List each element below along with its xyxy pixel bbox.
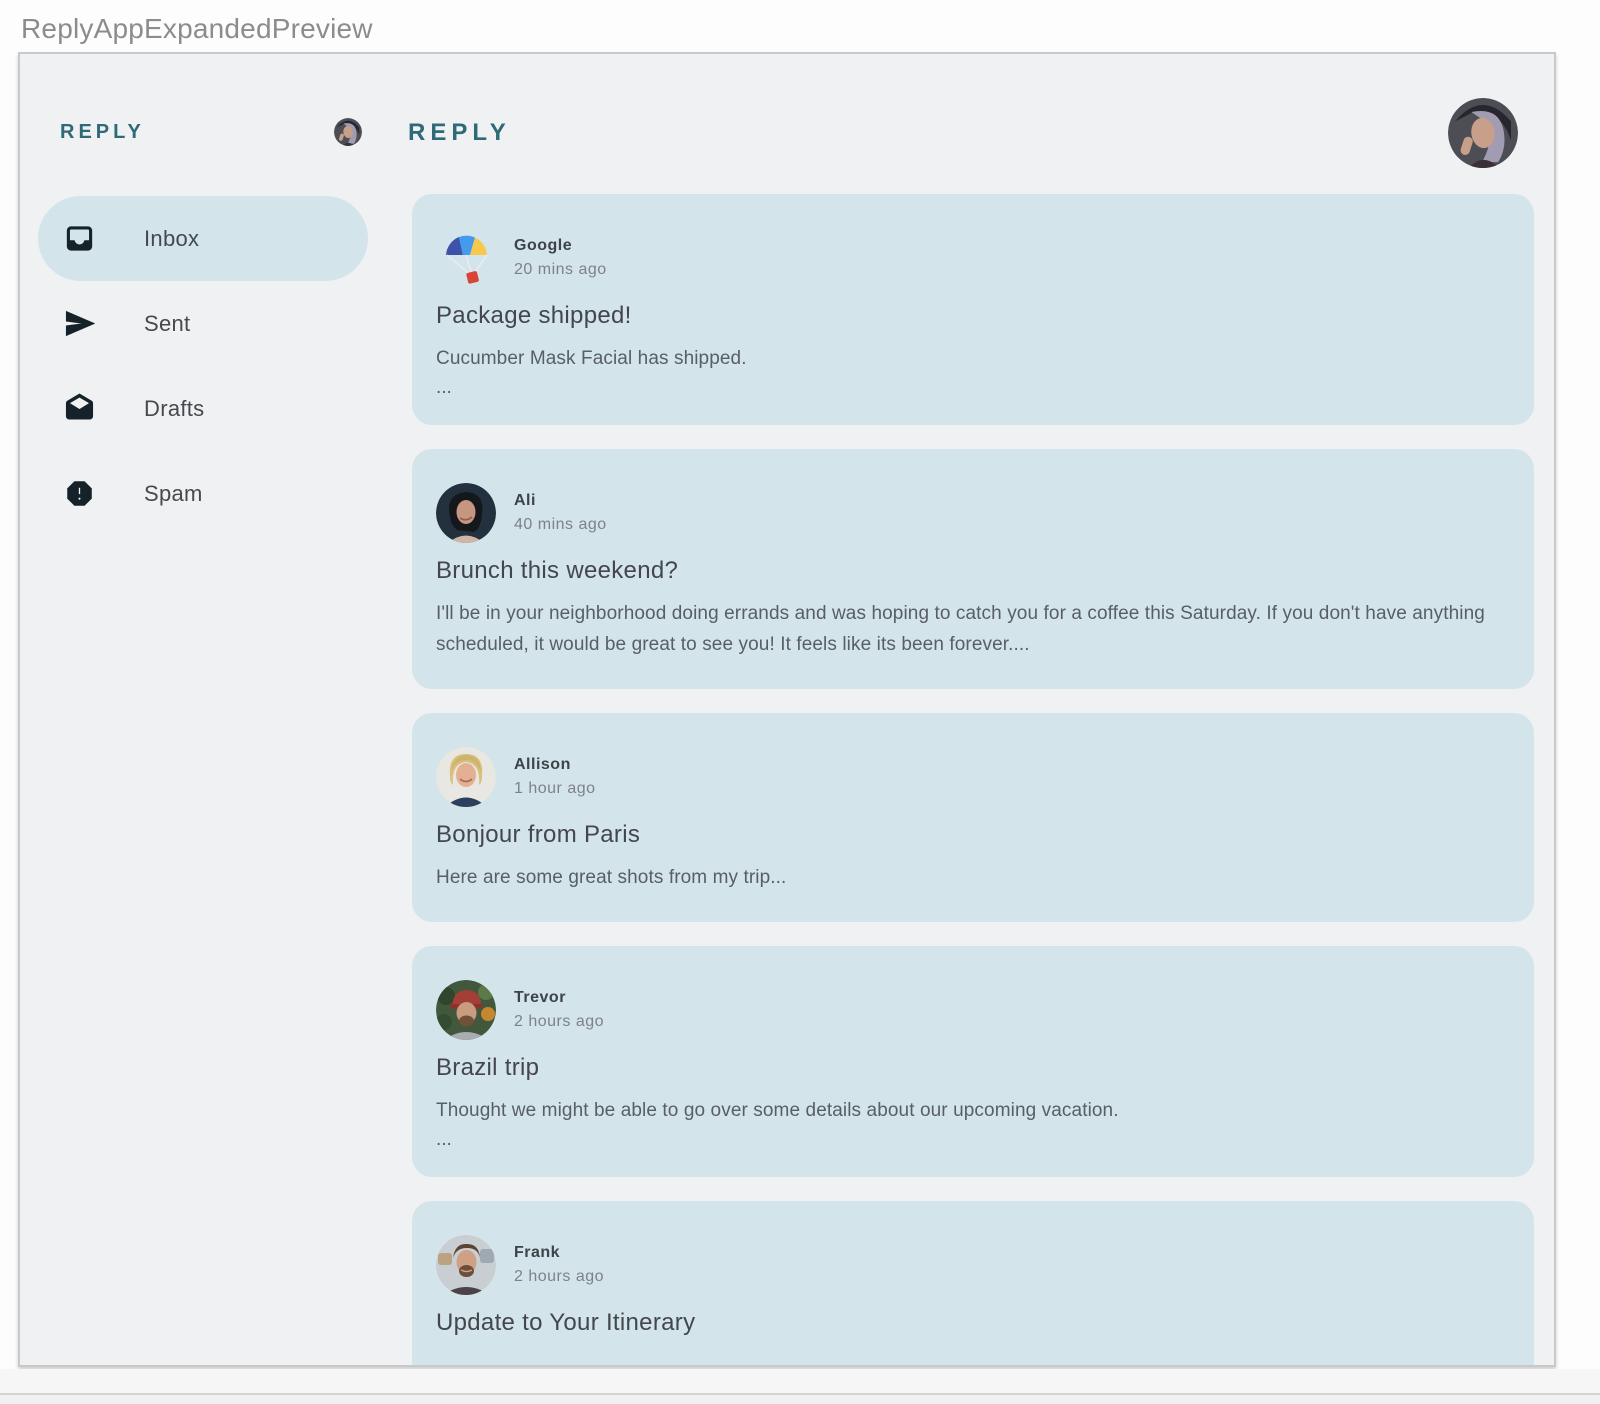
drafts-icon (64, 393, 95, 424)
email-body: Here are some great shots from my trip..… (436, 867, 787, 888)
main-header: REPLY (408, 98, 1534, 168)
sender-avatar (436, 980, 496, 1040)
sender-avatar (436, 747, 496, 807)
sidebar-item-spam[interactable]: Spam (38, 451, 368, 536)
sidebar-header: REPLY (60, 118, 362, 146)
sidebar: REPLY Inbo (20, 54, 392, 1365)
email-subject: Package shipped! (436, 302, 632, 329)
email-time: 2 hours ago (514, 1013, 605, 1030)
frank-avatar (436, 1235, 496, 1295)
sidebar-item-label: Inbox (144, 225, 200, 251)
sender-name: Frank (514, 1244, 561, 1261)
trevor-avatar (436, 980, 496, 1040)
main-pane: REPLY (392, 54, 1554, 1365)
email-card-header: Allison 1 hour ago (436, 747, 1508, 807)
app-window: REPLY Inbo (18, 52, 1556, 1367)
email-card-header: Google 20 mins ago (436, 228, 1508, 288)
woman-purple-avatar (334, 118, 362, 146)
next-preview-edge (0, 1393, 1600, 1395)
email-card-header: Trevor 2 hours ago (436, 980, 1508, 1040)
send-icon (64, 308, 95, 339)
sidebar-item-drafts[interactable]: Drafts (38, 366, 368, 451)
report-icon (64, 478, 95, 509)
email-body: Thought we might be able to go over some… (436, 1100, 1119, 1121)
sidebar-item-label: Spam (144, 480, 203, 506)
email-card[interactable]: Allison 1 hour ago Bonjour from Paris He… (412, 713, 1534, 922)
sidebar-item-inbox[interactable]: Inbox (38, 196, 368, 281)
email-card-header: Frank 2 hours ago (436, 1235, 1508, 1295)
google-parachute-icon (446, 235, 488, 284)
email-subject: Bonjour from Paris (436, 821, 641, 848)
sidebar-nav: Inbox Sent Drafts (38, 196, 368, 536)
sidebar-logo: REPLY (60, 120, 145, 143)
email-ellipsis: ... (436, 1129, 452, 1150)
email-subject: Update to Your Itinerary (436, 1309, 696, 1336)
email-card[interactable]: Trevor 2 hours ago Brazil trip Thought w… (412, 946, 1534, 1177)
sender-name: Google (514, 237, 573, 254)
woman-purple-avatar (1448, 98, 1518, 168)
inbox-icon (64, 223, 95, 254)
sidebar-item-sent[interactable]: Sent (38, 281, 368, 366)
email-body: I'll be in your neighborhood doing erran… (436, 603, 1485, 655)
sender-name: Allison (514, 756, 571, 773)
next-preview-surface (0, 1395, 1600, 1404)
ali-avatar (436, 483, 496, 543)
email-subject: Brunch this weekend? (436, 557, 679, 584)
app-title: REPLY (408, 119, 511, 146)
sidebar-item-label: Sent (144, 310, 191, 336)
sender-avatar (436, 483, 496, 543)
sidebar-profile-avatar[interactable] (334, 118, 362, 146)
sender-name: Trevor (514, 989, 566, 1006)
preview-title: ReplyAppExpandedPreview (21, 13, 373, 44)
email-card-header: Ali 40 mins ago (436, 483, 1508, 543)
sender-name: Ali (514, 492, 536, 509)
sender-avatar (436, 1235, 496, 1295)
email-subject: Brazil trip (436, 1054, 540, 1081)
email-body: Cucumber Mask Facial has shipped. (436, 348, 747, 369)
sidebar-item-label: Drafts (144, 395, 205, 421)
email-time: 2 hours ago (514, 1268, 605, 1285)
allison-avatar (436, 747, 496, 807)
email-card[interactable]: Frank 2 hours ago Update to Your Itinera… (412, 1201, 1534, 1365)
email-time: 1 hour ago (514, 780, 596, 797)
sender-avatar (436, 228, 496, 288)
email-time: 20 mins ago (514, 261, 607, 278)
email-card[interactable]: Google 20 mins ago Package shipped! Cucu… (412, 194, 1534, 425)
email-card[interactable]: Ali 40 mins ago Brunch this weekend? I'l… (412, 449, 1534, 689)
email-time: 40 mins ago (514, 516, 607, 533)
profile-avatar[interactable] (1448, 98, 1518, 168)
email-list: Google 20 mins ago Package shipped! Cucu… (412, 194, 1534, 1365)
email-ellipsis: ... (436, 377, 452, 398)
